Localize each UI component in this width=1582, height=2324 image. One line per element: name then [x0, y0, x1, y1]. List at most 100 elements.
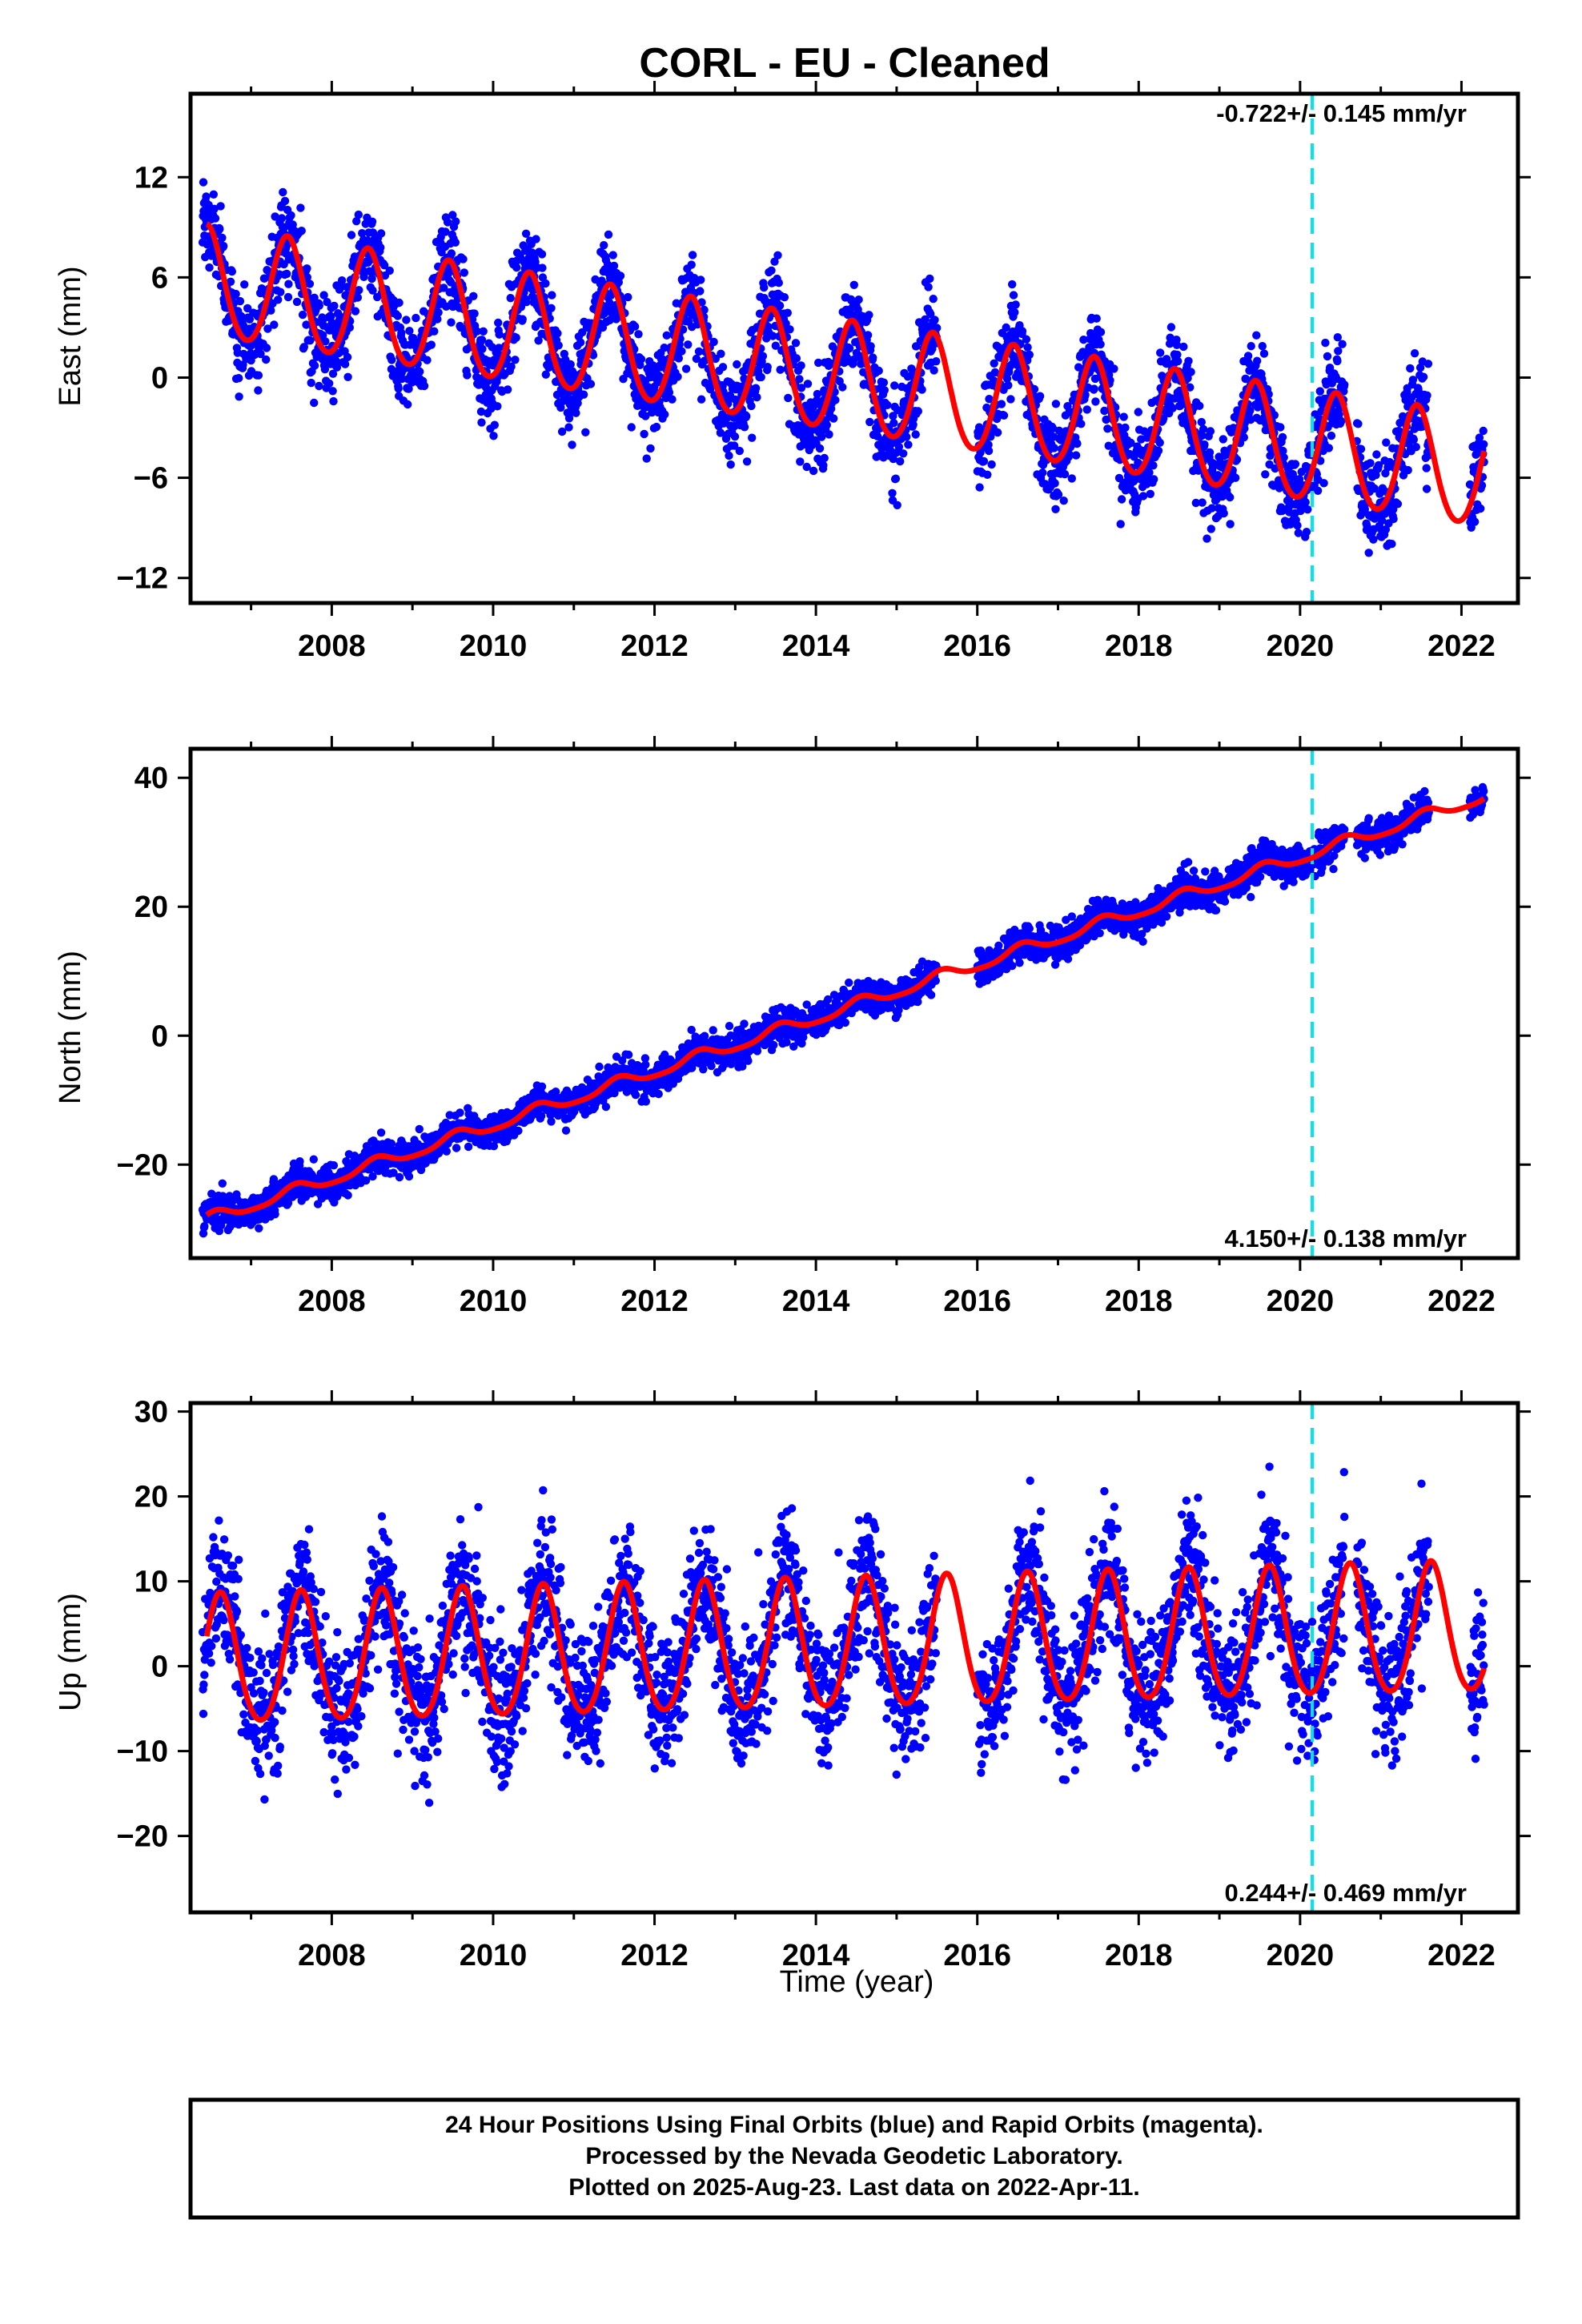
east-x-tick-labels: 2008 2010 2012 2014 2016 2018 2020 2022 — [298, 629, 1496, 663]
east-point-693 — [443, 218, 452, 227]
east-point-3361 — [1480, 440, 1488, 448]
east-point-2533 — [1134, 408, 1143, 416]
east-x-tick-label-4: 2016 — [943, 629, 1011, 663]
north-point-1205 — [624, 1050, 633, 1059]
east-point-1078 — [579, 390, 588, 399]
east-point-352 — [323, 298, 331, 307]
east-point-1320 — [665, 388, 674, 397]
east-point-901 — [516, 303, 526, 312]
east-y-tick-label-1: −6 — [134, 462, 168, 496]
east-point-2205 — [1018, 327, 1027, 336]
east-point-1565 — [751, 384, 761, 392]
east-point-238 — [283, 269, 291, 279]
east-point-2069 — [930, 366, 938, 375]
east-point-1913 — [874, 366, 883, 376]
north-point-1028 — [561, 1126, 571, 1135]
east-point-1728 — [809, 466, 818, 476]
east-point-794 — [479, 327, 488, 336]
east-point-2682 — [1186, 368, 1195, 376]
east-point-267 — [292, 297, 302, 307]
east-point-1412 — [697, 298, 706, 307]
east-point-3319 — [1423, 360, 1433, 368]
east-point-1037 — [564, 414, 574, 423]
east-point-2941 — [1278, 432, 1287, 442]
east-point-834 — [493, 402, 502, 411]
east-point-3062 — [1321, 338, 1330, 348]
east-point-3285 — [1411, 443, 1421, 452]
east-y-axis-label: East (mm) — [54, 266, 87, 406]
east-point-916 — [522, 298, 531, 307]
east-point-33 — [210, 204, 219, 213]
east-point-647 — [427, 340, 436, 349]
east-point-127 — [243, 304, 252, 313]
east-point-296 — [303, 273, 311, 282]
east-point-2322 — [1059, 497, 1068, 505]
east-point-1368 — [681, 364, 691, 373]
east-point-369 — [328, 369, 338, 378]
east-point-2595 — [1156, 348, 1165, 357]
east-point-1965 — [893, 501, 901, 509]
east-point-826 — [490, 420, 499, 429]
east-point-1466 — [717, 349, 725, 358]
east-point-3360 — [1479, 426, 1488, 436]
east-point-943 — [532, 235, 540, 243]
east-point-1284 — [652, 422, 661, 432]
east-point-1506 — [730, 432, 740, 441]
east-point-552 — [393, 312, 402, 320]
east-point-2345 — [1067, 474, 1077, 483]
east-point-317 — [310, 361, 319, 370]
east-point-307 — [307, 378, 315, 388]
east-point-106 — [235, 296, 245, 306]
east-x-tick-label-3: 2014 — [782, 629, 850, 663]
north-point-1253 — [641, 1060, 650, 1069]
east-point-2408 — [1090, 384, 1098, 393]
east-point-1511 — [733, 360, 741, 369]
east-point-1885 — [865, 311, 873, 320]
east-y-tick-label-3: 6 — [151, 261, 168, 295]
east-point-2889 — [1259, 349, 1269, 358]
east-point-94 — [231, 289, 240, 299]
east-point-1249 — [640, 429, 648, 439]
east-point-1161 — [608, 251, 617, 259]
east-point-1937 — [883, 400, 892, 409]
east-point-3216 — [1387, 540, 1396, 549]
north-point-1122 — [595, 1062, 604, 1072]
east-point-1568 — [753, 392, 761, 402]
east-point-2297 — [1050, 479, 1059, 488]
east-point-1344 — [673, 372, 682, 381]
east-point-421 — [347, 231, 356, 239]
east-point-1955 — [889, 419, 898, 428]
east-point-788 — [476, 407, 486, 416]
east-point-1313 — [662, 331, 671, 340]
east-point-411 — [343, 372, 352, 381]
east-point-118 — [240, 280, 249, 289]
east-point-1419 — [700, 305, 709, 315]
east-point-2832 — [1239, 433, 1249, 442]
east-point-1007 — [554, 341, 563, 350]
east-point-184 — [263, 324, 272, 333]
east-point-2626 — [1166, 323, 1176, 332]
east-point-1182 — [616, 271, 625, 280]
east-point-227 — [279, 187, 287, 197]
east-point-3009 — [1302, 528, 1311, 537]
east-point-1810 — [838, 383, 847, 392]
east-point-3121 — [1354, 420, 1363, 428]
east-point-1347 — [674, 354, 683, 363]
east-point-635 — [423, 356, 432, 364]
east-point-655 — [430, 327, 439, 336]
east-point-410 — [343, 352, 352, 362]
east-point-1233 — [634, 330, 643, 339]
east-point-394 — [337, 276, 347, 285]
east-point-2567 — [1146, 489, 1155, 498]
east-point-3012 — [1303, 505, 1312, 514]
east-point-580 — [404, 400, 412, 409]
east-point-48 — [215, 224, 224, 234]
east-point-2977 — [1291, 460, 1300, 468]
east-point-1951 — [888, 489, 897, 497]
east-point-1772 — [825, 430, 833, 439]
east-point-873 — [507, 362, 516, 371]
east-point-1045 — [568, 440, 576, 449]
east-point-1680 — [792, 354, 801, 363]
